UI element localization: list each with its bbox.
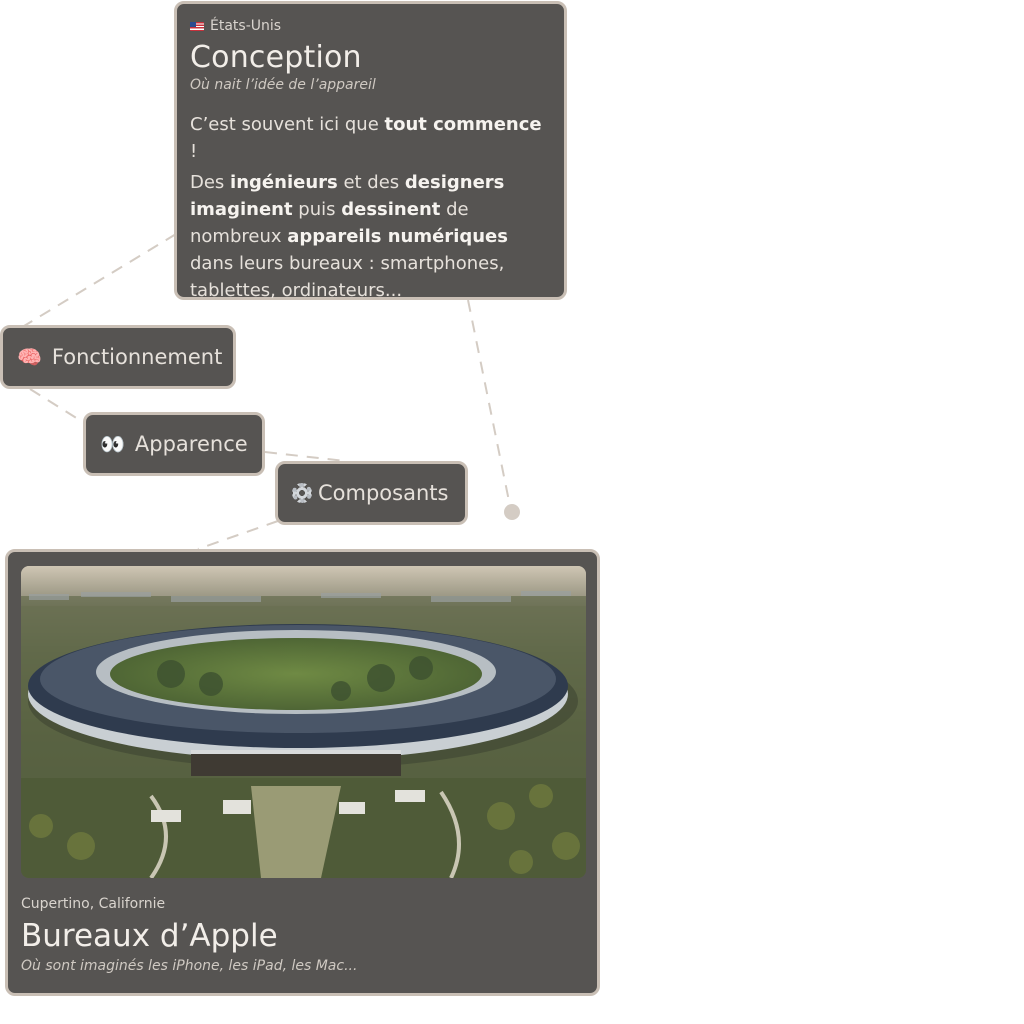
us-flag-icon (190, 21, 204, 31)
gear-icon (292, 483, 312, 503)
intro-paragraph: C’est souvent ici que tout commence ! (190, 114, 542, 162)
node-apparence[interactable]: 👀 Apparence (83, 412, 265, 476)
country-text: États-Unis (210, 18, 282, 34)
location-label: Cupertino, Californie (21, 896, 166, 912)
node-label: Fonctionnement (51, 345, 223, 369)
connector-composants-apple (197, 520, 279, 550)
description-paragraph: Des ingénieurs et des designers imaginen… (190, 172, 508, 301)
card-title: Bureaux d’Apple (21, 918, 278, 954)
node-fonctionnement[interactable]: 🧠 Fonctionnement (0, 325, 236, 389)
apple-park-photo (21, 566, 586, 878)
node-label: Apparence (134, 432, 248, 456)
connector-conception-fonctionnement (23, 233, 177, 327)
country-label: États-Unis (190, 18, 551, 34)
card-subtitle: Où nait l’idée de l’appareil (190, 77, 376, 93)
conception-card[interactable]: États-Unis Conception Où nait l’idée de … (174, 1, 567, 301)
connector-end-dot (504, 504, 520, 520)
node-label: Composants (318, 481, 449, 505)
aerial-campus-illustration (21, 566, 586, 878)
eyes-icon: 👀 (100, 432, 125, 456)
node-composants[interactable]: Composants (275, 461, 468, 525)
brain-icon: 🧠 (17, 345, 42, 369)
apple-card[interactable]: Cupertino, Californie Bureaux d’Apple Où… (5, 549, 600, 996)
card-title: Conception (190, 40, 362, 75)
connector-conception-dot (467, 299, 511, 507)
card-subtitle: Où sont imaginés les iPhone, les iPad, l… (21, 958, 358, 974)
connector-fonctionnement-apparence (29, 388, 87, 425)
connector-apparence-composants (264, 451, 346, 462)
